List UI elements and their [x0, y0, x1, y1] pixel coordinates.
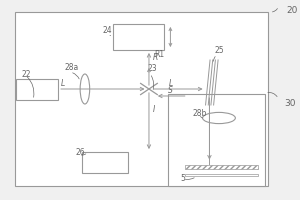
Bar [16, 79, 58, 100]
Bar [185, 174, 258, 176]
Text: R: R [152, 53, 158, 62]
Bar [82, 152, 128, 173]
Text: R1: R1 [154, 50, 164, 59]
Text: 28a: 28a [64, 63, 78, 72]
Text: 24: 24 [103, 26, 112, 35]
Bar [168, 94, 265, 186]
Bar [113, 24, 164, 50]
Text: 22: 22 [22, 70, 31, 79]
Text: 28b: 28b [192, 109, 206, 118]
Ellipse shape [80, 74, 90, 104]
Text: S: S [168, 86, 173, 95]
Text: 23: 23 [148, 64, 157, 73]
Bar [185, 165, 258, 169]
Bar [15, 12, 268, 186]
Text: L: L [168, 79, 172, 88]
Text: 5: 5 [180, 174, 185, 183]
Text: 30: 30 [284, 99, 296, 108]
Ellipse shape [202, 112, 236, 124]
Text: 26: 26 [76, 148, 86, 157]
Text: 20: 20 [286, 6, 297, 15]
Text: I: I [152, 105, 155, 114]
Text: 25: 25 [214, 46, 224, 55]
Text: L: L [61, 79, 65, 88]
